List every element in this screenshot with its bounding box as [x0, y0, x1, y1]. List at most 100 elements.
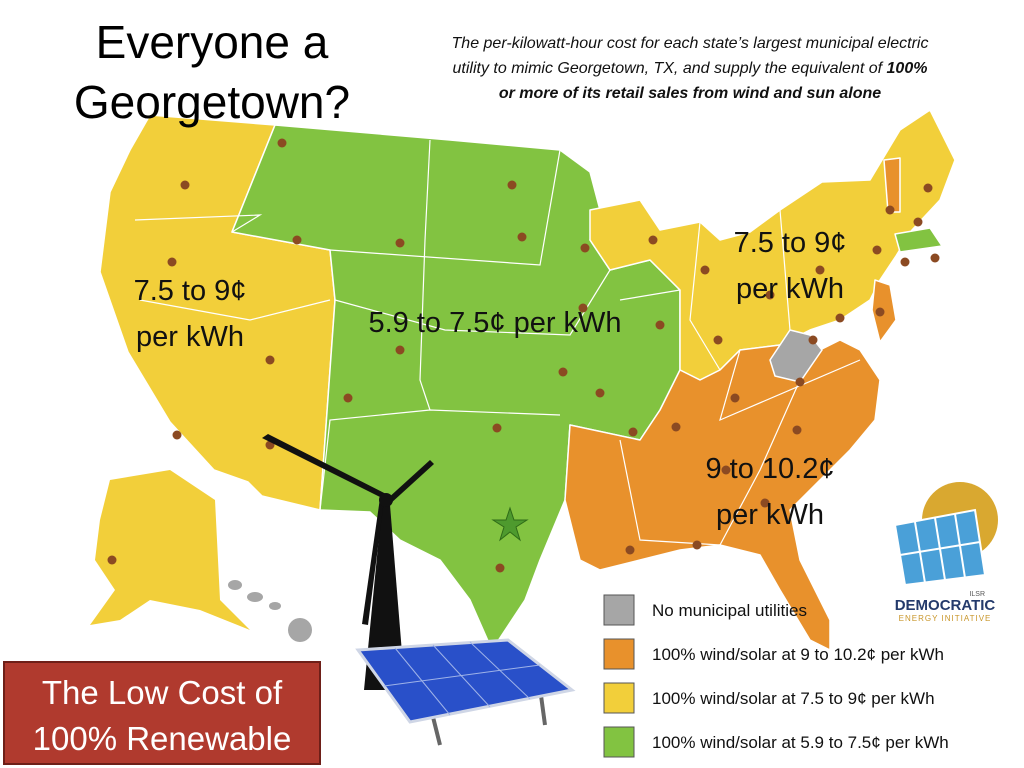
- city-dot: [655, 320, 665, 330]
- subtitle-segment: The per-kilowatt-hour cost for each stat…: [452, 35, 929, 52]
- border: [139, 299, 331, 321]
- map: [90, 109, 956, 651]
- title: Everyone a: [96, 16, 329, 68]
- city-dot: [628, 427, 638, 437]
- border: [779, 209, 791, 331]
- city-dot: [172, 430, 182, 440]
- subtitle-line: utility to mimic Georgetown, TX, and sup…: [453, 60, 928, 77]
- city-dot: [900, 257, 910, 267]
- city-dot: [875, 307, 885, 317]
- city-dot: [913, 217, 923, 227]
- subtitle-line: or more of its retail sales from wind an…: [499, 85, 881, 102]
- title: Georgetown?: [74, 76, 350, 128]
- city-dot: [721, 465, 731, 475]
- logo-grid: [899, 513, 981, 584]
- city-dot: [558, 367, 568, 377]
- city-dot: [625, 545, 635, 555]
- legend: No municipal utilities 100% wind/solar at…: [603, 594, 949, 758]
- city-dot: [713, 335, 723, 345]
- banner-line: The Low Cost of: [42, 674, 283, 711]
- city-dot: [872, 245, 882, 255]
- alaska: [90, 470, 250, 630]
- legend-swatch: [603, 638, 635, 670]
- island: [247, 592, 263, 602]
- city-dot: [395, 238, 405, 248]
- vermont: [883, 157, 901, 213]
- region-label: 7.5 to 9¢: [734, 227, 847, 259]
- city-dot: [167, 257, 177, 267]
- banner: The Low Cost of 100% Renewable: [3, 661, 321, 765]
- subtitle-line: The per-kilowatt-hour cost for each stat…: [452, 35, 929, 52]
- border: [619, 289, 681, 301]
- state-borders: [134, 139, 861, 546]
- border: [419, 139, 431, 411]
- blade: [386, 460, 434, 504]
- logo: ILSR DEMOCRATIC ENERGY INITIATIVE: [893, 482, 998, 623]
- legend-label: No municipal utilities: [652, 601, 807, 620]
- northeast-region: [589, 109, 956, 381]
- city-dot: [765, 290, 775, 300]
- city-dot: [815, 265, 825, 275]
- logo-sub: ENERGY INITIATIVE: [899, 614, 992, 623]
- city-dot: [180, 180, 190, 190]
- border: [719, 349, 861, 422]
- hub: [379, 493, 393, 507]
- city-dot: [671, 422, 681, 432]
- region-label: 9 to 10.2¢: [706, 453, 835, 485]
- border: [329, 149, 561, 266]
- city-dot: [507, 180, 517, 190]
- georgetown-star: [491, 506, 529, 542]
- border: [334, 269, 611, 336]
- city-dot: [835, 313, 845, 323]
- legend-swatch: [603, 726, 635, 758]
- grid-line: [383, 664, 541, 687]
- region-label: per kWh: [716, 499, 824, 531]
- massachusetts: [894, 227, 943, 253]
- subtitle-segment: or more of its retail sales from wind an…: [499, 85, 881, 102]
- region-label: per kWh: [736, 273, 844, 305]
- city-dot: [580, 243, 590, 253]
- panel: [355, 638, 576, 724]
- city-dot: [808, 335, 818, 345]
- southeast-region: [564, 339, 881, 651]
- grid-line: [394, 647, 451, 716]
- island: [269, 602, 281, 610]
- city-dot: [492, 423, 502, 433]
- logo-small: ILSR: [969, 591, 985, 598]
- banner-box: [3, 661, 321, 765]
- city-dot: [265, 355, 275, 365]
- subtitle-segment: 100%: [887, 60, 928, 77]
- city-dots: [107, 138, 940, 573]
- city-dot: [692, 540, 702, 550]
- banner-line: 100% Renewable: [33, 720, 292, 757]
- city-dot: [730, 393, 740, 403]
- city-dot: [792, 425, 802, 435]
- legend-label: 100% wind/solar at 5.9 to 7.5¢ per kWh: [652, 733, 949, 752]
- logo-line: [899, 541, 981, 556]
- blade: [362, 498, 384, 625]
- city-dot: [107, 555, 117, 565]
- city-dot: [495, 563, 505, 573]
- city-dot: [760, 498, 770, 508]
- solar-panel: [355, 638, 576, 746]
- legend-swatch: [603, 682, 635, 714]
- border: [134, 214, 263, 233]
- city-dot: [923, 183, 933, 193]
- city-dot: [700, 265, 710, 275]
- city-dot: [930, 253, 940, 263]
- panel-grid: [383, 641, 541, 716]
- legend-label: 100% wind/solar at 7.5 to 9¢ per kWh: [652, 689, 935, 708]
- wind-turbine: [262, 434, 434, 690]
- hawaii: [228, 580, 312, 642]
- region-label: 7.5 to 9¢: [134, 275, 247, 307]
- region-label: per kWh: [136, 321, 244, 353]
- border: [619, 379, 801, 546]
- city-dot: [578, 303, 588, 313]
- city-dot: [517, 232, 527, 242]
- legend-label: 100% wind/solar at 9 to 10.2¢ per kWh: [652, 645, 944, 664]
- border: [689, 221, 721, 371]
- city-dot: [795, 377, 805, 387]
- tower: [364, 505, 405, 690]
